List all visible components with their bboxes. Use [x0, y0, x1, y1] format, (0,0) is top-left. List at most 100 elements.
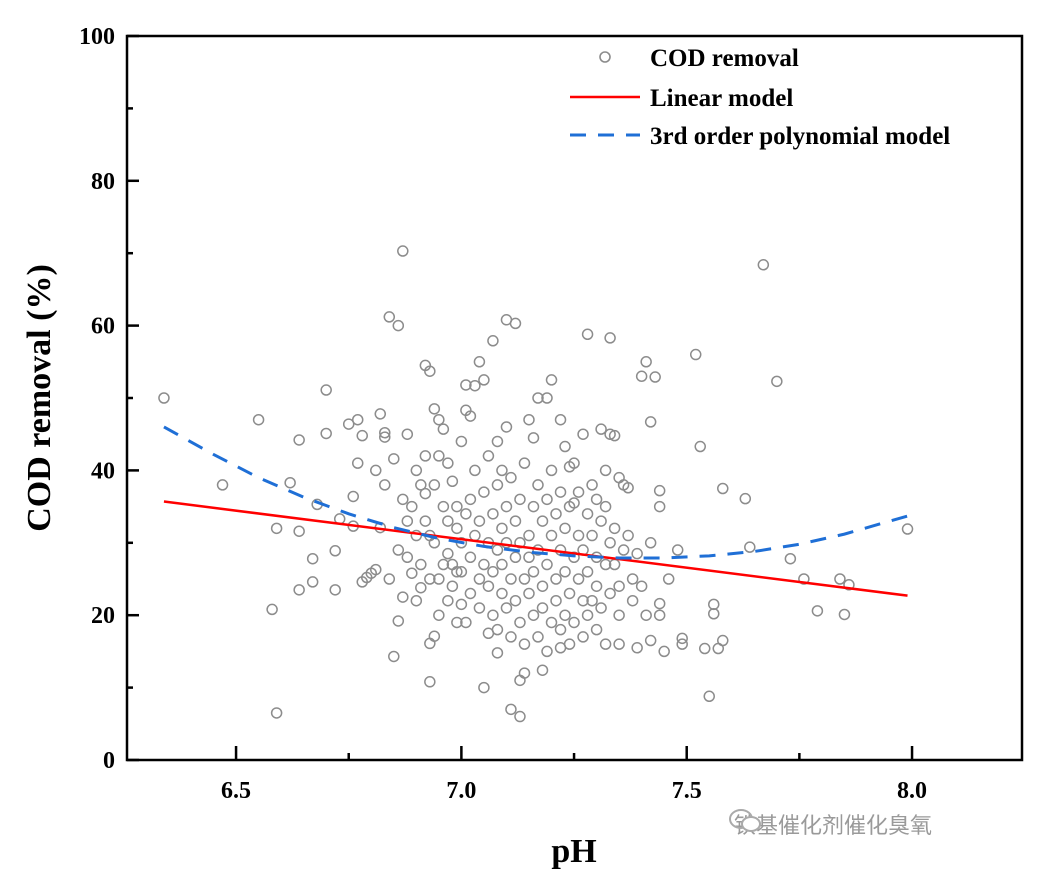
- data-point: [541, 493, 553, 506]
- data-point: [689, 348, 702, 361]
- data-point: [383, 573, 396, 585]
- data-point: [500, 602, 513, 614]
- data-point: [698, 642, 711, 655]
- data-point: [270, 707, 283, 719]
- data-point: [442, 515, 454, 527]
- data-point: [410, 594, 423, 607]
- data-point: [433, 450, 445, 462]
- data-point: [708, 608, 720, 620]
- data-point: [397, 245, 409, 257]
- data-point: [559, 566, 571, 578]
- data-point: [541, 645, 553, 658]
- data-point: [487, 508, 499, 520]
- y-tick-label: 40: [91, 458, 115, 484]
- data-point: [608, 522, 621, 535]
- data-point: [581, 609, 594, 621]
- data-point: [509, 551, 522, 564]
- data-point: [514, 493, 526, 506]
- data-point: [428, 630, 441, 642]
- data-point: [653, 609, 666, 621]
- data-point: [293, 525, 305, 537]
- data-point: [653, 597, 666, 610]
- data-point: [451, 500, 463, 513]
- data-point: [572, 529, 585, 542]
- data-point: [374, 408, 387, 420]
- data-point: [293, 584, 305, 596]
- data-point: [491, 544, 504, 556]
- data-point: [604, 332, 616, 344]
- data-point: [509, 515, 522, 527]
- data-point: [577, 594, 589, 607]
- data-point: [419, 515, 432, 527]
- data-point: [617, 544, 630, 556]
- y-tick-label: 80: [91, 169, 115, 195]
- data-point: [415, 479, 427, 491]
- x-tick-label: 8.0: [897, 778, 927, 804]
- data-point: [527, 609, 540, 621]
- data-point: [342, 418, 355, 430]
- data-point: [523, 551, 535, 564]
- data-point: [428, 403, 441, 415]
- data-point: [653, 484, 666, 497]
- data-point: [595, 423, 607, 435]
- data-point: [577, 631, 589, 643]
- data-point: [491, 479, 504, 491]
- data-point: [478, 681, 490, 694]
- data-point: [708, 598, 720, 611]
- data-point: [451, 616, 463, 629]
- data-point: [284, 476, 296, 489]
- x-axis-title: pH: [551, 833, 596, 870]
- data-point: [541, 392, 553, 404]
- data-point: [437, 500, 450, 513]
- data-point: [613, 638, 625, 650]
- data-point: [590, 623, 603, 636]
- data-point: [784, 552, 797, 565]
- data-point: [433, 609, 445, 621]
- data-point: [401, 551, 414, 564]
- data-point: [649, 371, 661, 383]
- data-point: [703, 690, 715, 703]
- data-point: [446, 580, 459, 592]
- y-tick-label: 20: [91, 603, 115, 629]
- data-point: [406, 500, 418, 513]
- axis-ticks: 6.5 7.0 7.5 8.0 0 20 40 60 80 100: [79, 24, 927, 804]
- data-point: [631, 547, 643, 560]
- data-point: [351, 457, 364, 469]
- data-point: [550, 573, 562, 585]
- data-point: [527, 566, 540, 578]
- data-point: [671, 544, 684, 556]
- data-point: [559, 440, 571, 453]
- data-point: [541, 558, 553, 571]
- data-point: [554, 486, 567, 498]
- data-point: [388, 453, 400, 465]
- data-point: [433, 573, 445, 585]
- data-point: [545, 374, 558, 386]
- data-point: [595, 602, 607, 614]
- data-point: [843, 579, 855, 591]
- data-point: [428, 537, 441, 549]
- data-point: [590, 580, 603, 592]
- data-point: [451, 522, 463, 535]
- data-point: [505, 631, 517, 643]
- data-point: [568, 457, 580, 469]
- data-point: [401, 428, 414, 440]
- data-point: [446, 475, 459, 488]
- data-point: [424, 573, 436, 585]
- data-point: [216, 479, 229, 491]
- data-point: [455, 566, 468, 578]
- data-point: [487, 335, 499, 347]
- y-tick-label: 100: [79, 24, 115, 50]
- data-point: [572, 486, 585, 498]
- data-point: [523, 413, 535, 426]
- legend-label-linear: Linear model: [650, 85, 793, 112]
- data-point: [293, 434, 305, 446]
- data-point: [653, 500, 666, 513]
- data-point: [392, 544, 405, 556]
- data-point: [676, 632, 688, 645]
- data-point: [644, 634, 657, 647]
- data-point: [586, 529, 598, 542]
- data-point: [252, 413, 265, 426]
- data-point: [545, 616, 558, 629]
- data-point: [563, 500, 576, 513]
